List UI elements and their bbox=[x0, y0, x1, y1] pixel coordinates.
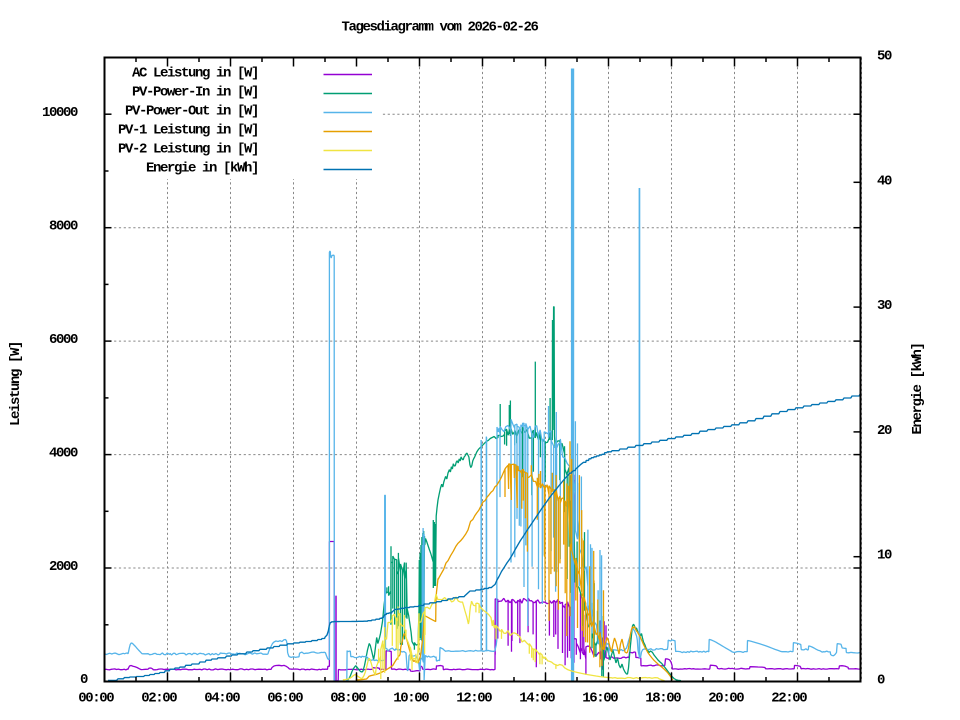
svg-text:Leistung [W]: Leistung [W] bbox=[8, 342, 24, 426]
svg-text:12:00: 12:00 bbox=[456, 691, 492, 707]
svg-text:10: 10 bbox=[877, 548, 892, 564]
svg-text:18:00: 18:00 bbox=[645, 691, 681, 707]
svg-text:22:00: 22:00 bbox=[771, 691, 807, 707]
svg-text:4000: 4000 bbox=[49, 446, 78, 462]
svg-text:0: 0 bbox=[80, 672, 88, 688]
svg-text:PV-1 Leistung in [W]: PV-1 Leistung in [W] bbox=[118, 123, 258, 139]
svg-text:02:00: 02:00 bbox=[141, 691, 177, 707]
svg-text:2000: 2000 bbox=[49, 559, 78, 575]
svg-text:20:00: 20:00 bbox=[708, 691, 744, 707]
svg-text:16:00: 16:00 bbox=[582, 691, 618, 707]
svg-text:PV-Power-Out in [W]: PV-Power-Out in [W] bbox=[125, 104, 258, 120]
svg-text:PV-Power-In in [W]: PV-Power-In in [W] bbox=[132, 85, 258, 101]
svg-text:AC Leistung in [W]: AC Leistung in [W] bbox=[132, 66, 258, 82]
svg-text:04:00: 04:00 bbox=[204, 691, 240, 707]
svg-text:Energie in [kWh]: Energie in [kWh] bbox=[146, 161, 258, 177]
svg-text:14:00: 14:00 bbox=[519, 691, 555, 707]
svg-text:Energie [kWh]: Energie [kWh] bbox=[910, 343, 926, 434]
svg-text:8000: 8000 bbox=[49, 219, 78, 235]
svg-text:10000: 10000 bbox=[42, 105, 78, 121]
svg-text:06:00: 06:00 bbox=[267, 691, 303, 707]
svg-text:20: 20 bbox=[877, 423, 892, 439]
svg-text:40: 40 bbox=[877, 173, 892, 189]
svg-text:30: 30 bbox=[877, 298, 892, 314]
svg-text:00:00: 00:00 bbox=[78, 691, 114, 707]
svg-text:08:00: 08:00 bbox=[330, 691, 366, 707]
svg-text:0: 0 bbox=[877, 673, 885, 689]
svg-text:6000: 6000 bbox=[49, 332, 78, 348]
svg-text:Tagesdiagramm vom 2026-02-26: Tagesdiagramm vom 2026-02-26 bbox=[341, 20, 538, 36]
svg-text:10:00: 10:00 bbox=[393, 691, 429, 707]
svg-text:PV-2 Leistung in [W]: PV-2 Leistung in [W] bbox=[118, 142, 258, 158]
svg-text:50: 50 bbox=[877, 49, 892, 65]
